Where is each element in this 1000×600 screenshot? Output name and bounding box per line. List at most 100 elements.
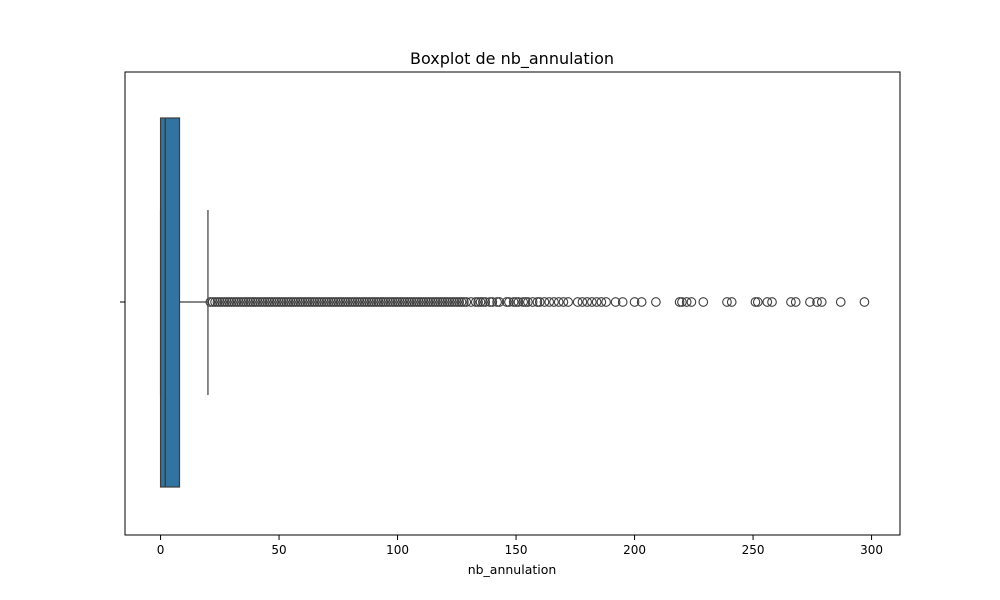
outlier-point xyxy=(212,297,223,307)
outlier-point xyxy=(511,297,521,307)
outlier-point xyxy=(245,297,256,307)
outlier-point xyxy=(523,297,533,307)
outlier-point xyxy=(392,297,403,307)
plot-frame xyxy=(124,71,901,536)
outlier-point xyxy=(534,297,545,307)
outlier-point xyxy=(238,297,249,307)
outlier-point xyxy=(786,297,796,307)
x-tick-label: 200 xyxy=(623,543,646,557)
outlier-point xyxy=(461,297,472,307)
outlier-point xyxy=(582,297,593,307)
outlier-point xyxy=(428,297,438,307)
outlier-point xyxy=(513,297,524,307)
outlier-point xyxy=(406,297,417,307)
x-tick-label: 250 xyxy=(742,543,765,557)
outlier-point xyxy=(262,297,273,307)
outlier-point xyxy=(307,297,318,307)
outlier-point xyxy=(290,297,301,307)
outlier-point xyxy=(485,297,495,307)
outlier-point xyxy=(681,297,692,307)
outlier-point xyxy=(269,297,280,307)
outlier-point xyxy=(470,297,481,307)
outlier-point xyxy=(762,297,773,307)
outlier-point xyxy=(539,297,550,307)
outlier-point xyxy=(475,297,486,307)
outlier-point xyxy=(243,297,254,307)
outlier-point xyxy=(380,297,391,307)
outlier-point xyxy=(326,297,337,307)
outlier-point xyxy=(553,297,564,307)
outlier-point xyxy=(442,297,453,307)
outlier-point xyxy=(342,297,353,307)
outlier-point xyxy=(376,297,386,307)
outlier-point xyxy=(447,297,457,307)
outlier-point xyxy=(674,297,685,307)
outlier-point xyxy=(677,297,687,307)
outlier-point xyxy=(504,297,514,307)
outlier-point xyxy=(250,297,261,307)
outlier-point xyxy=(236,297,246,307)
outlier-point xyxy=(601,297,611,307)
x-tick-label: 300 xyxy=(860,543,883,557)
outlier-point xyxy=(333,297,344,307)
iqr-box xyxy=(159,117,181,488)
outlier-point xyxy=(549,297,559,307)
outlier-point xyxy=(241,297,251,307)
outlier-point xyxy=(532,297,543,307)
outlier-point xyxy=(283,297,294,307)
outlier-point xyxy=(373,297,384,307)
outlier-point xyxy=(276,297,287,307)
outlier-point xyxy=(430,297,441,307)
outlier-point xyxy=(229,297,239,307)
outlier-point xyxy=(596,297,607,307)
outlier-point xyxy=(210,297,220,307)
outlier-point xyxy=(312,297,322,307)
x-tick-label: 150 xyxy=(505,543,528,557)
outlier-point xyxy=(387,297,398,307)
outlier-point xyxy=(416,297,427,307)
outlier-point xyxy=(440,297,450,307)
outlier-point xyxy=(385,297,396,307)
outlier-point xyxy=(767,297,777,307)
outlier-point xyxy=(409,297,419,307)
x-axis: 0 50 100 150 200 250 300 xyxy=(157,535,883,557)
outlier-point xyxy=(323,297,334,307)
outlier-point xyxy=(293,297,303,307)
outlier-point xyxy=(314,297,325,307)
outlier-point xyxy=(572,297,583,307)
outlier-point xyxy=(411,297,422,307)
outlier-point xyxy=(259,297,270,307)
outlier-point xyxy=(248,297,258,307)
outlier-point xyxy=(352,297,363,307)
x-axis-label: nb_annulation xyxy=(468,562,557,577)
outlier-point xyxy=(378,297,389,307)
outlier-point xyxy=(231,297,242,307)
outlier-point xyxy=(501,297,512,307)
outlier-point xyxy=(636,297,647,307)
outlier-point xyxy=(726,297,737,307)
outlier-point xyxy=(340,297,351,307)
outlier-point xyxy=(437,297,448,307)
outlier-point xyxy=(790,297,801,307)
outlier-point xyxy=(267,297,277,307)
outlier-point xyxy=(335,297,346,307)
outlier-point xyxy=(466,297,476,307)
outlier-point xyxy=(610,297,621,307)
outlier-point xyxy=(300,297,310,307)
outlier-point xyxy=(371,297,382,307)
outlier-point xyxy=(309,297,320,307)
outlier-point xyxy=(480,297,491,307)
outlier-point xyxy=(252,297,263,307)
plot-area xyxy=(159,117,870,488)
outlier-point xyxy=(423,297,434,307)
outlier-point xyxy=(478,297,488,307)
outlier-point xyxy=(859,297,870,307)
outlier-point xyxy=(494,297,505,307)
outlier-point xyxy=(364,297,374,307)
outlier-point xyxy=(459,297,469,307)
outlier-point xyxy=(222,297,232,307)
outlier-point xyxy=(390,297,401,307)
outlier-point xyxy=(219,297,230,307)
outlier-point xyxy=(508,297,519,307)
